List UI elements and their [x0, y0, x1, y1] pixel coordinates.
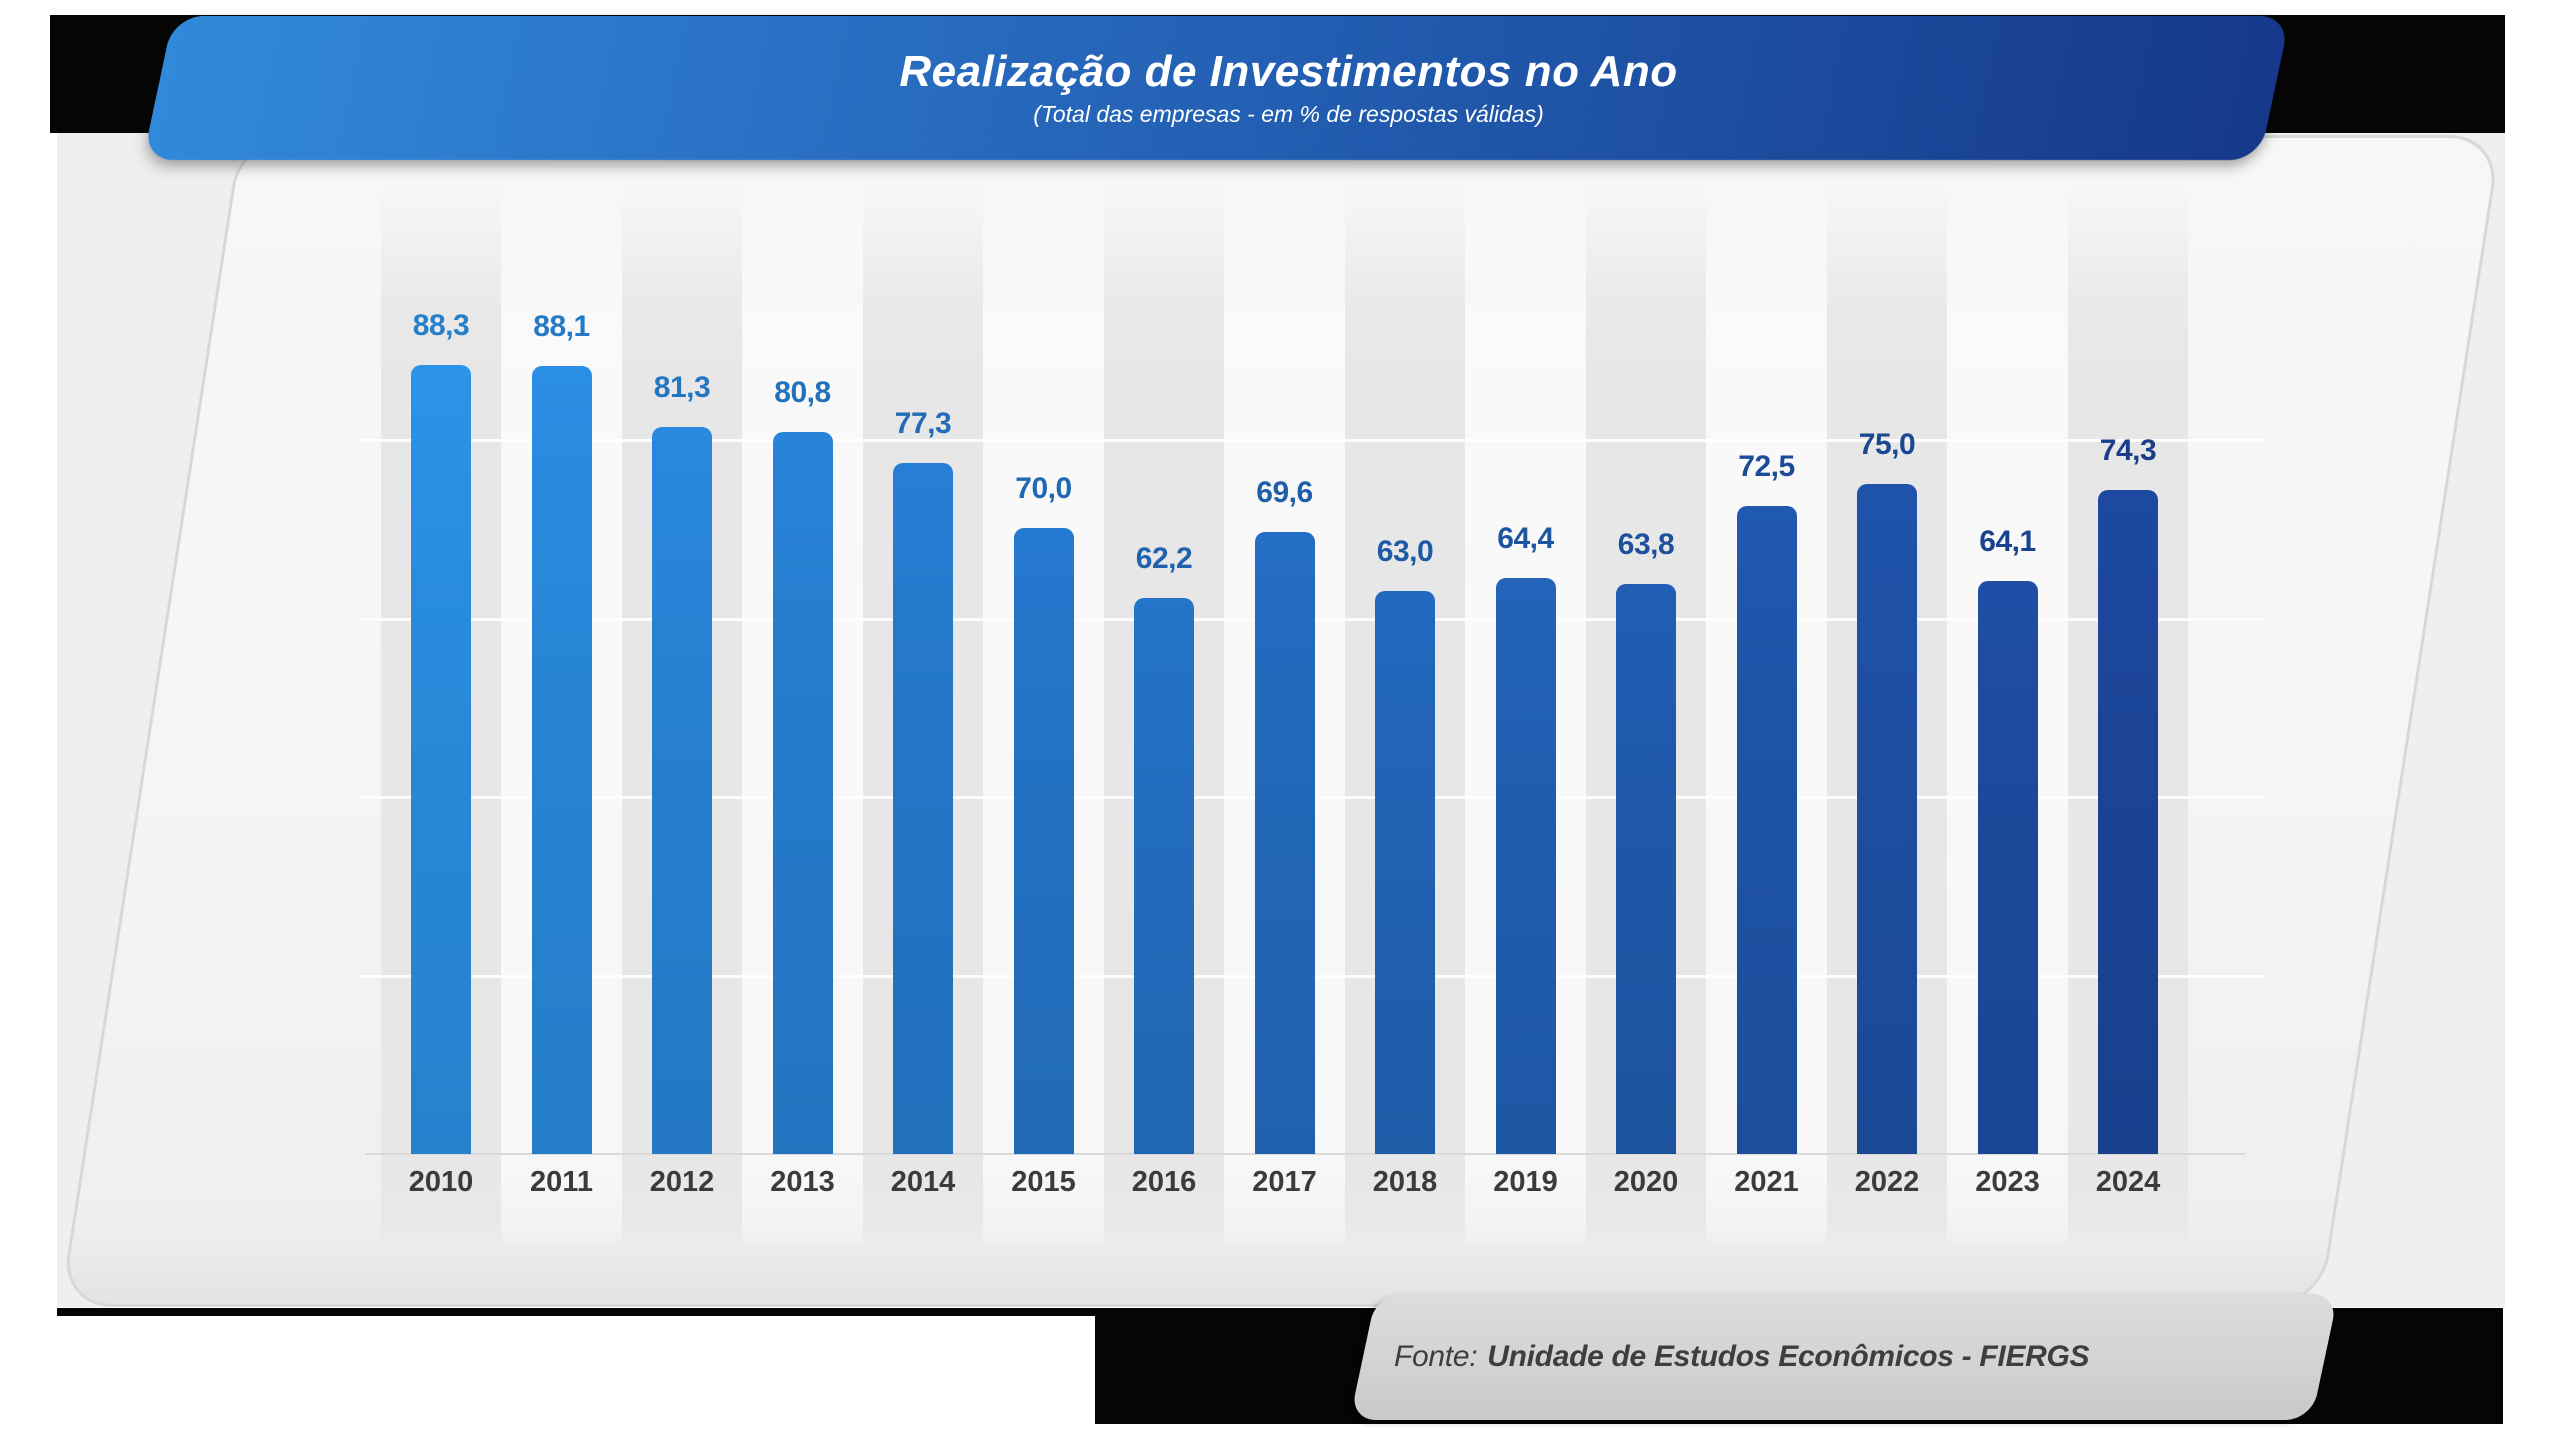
year-label-2019: 2019 — [1493, 1166, 1558, 1198]
bar-value-2011: 88,1 — [533, 310, 590, 344]
bar-value-2023: 64,1 — [1979, 524, 2036, 558]
bar-value-2024: 74,3 — [2099, 433, 2157, 467]
bar-2011 — [531, 366, 592, 1154]
bar-value-2020: 63,8 — [1617, 527, 1675, 561]
year-label-2022: 2022 — [1854, 1166, 1920, 1198]
year-label-2021: 2021 — [1734, 1166, 1799, 1198]
bar-2021 — [1736, 505, 1797, 1154]
source-name: Unidade de Estudos Econômicos - FIERGS — [1487, 1340, 2090, 1373]
bar-2017 — [1254, 531, 1315, 1154]
bar-2023 — [1977, 580, 2038, 1154]
source-prefix: Fonte: — [1394, 1340, 1478, 1373]
bar-2012 — [652, 427, 712, 1154]
chart-subtitle: (Total das empresas - em % de respostas … — [1033, 101, 1544, 128]
year-label-2010: 2010 — [408, 1166, 474, 1198]
bar-2014 — [893, 462, 953, 1154]
bar-value-2022: 75,0 — [1858, 427, 1916, 461]
year-label-2017: 2017 — [1252, 1166, 1317, 1198]
bar-2020 — [1616, 583, 1676, 1154]
header-text-group: Realização de Investimentos no Ano (Tota… — [230, 16, 2347, 160]
bar-2019 — [1495, 578, 1556, 1154]
year-label-2020: 2020 — [1613, 1166, 1679, 1198]
bar-value-2018: 63,0 — [1376, 534, 1434, 568]
gridline-80 — [360, 438, 2265, 442]
bar-value-2021: 72,5 — [1738, 449, 1795, 483]
year-label-2016: 2016 — [1131, 1166, 1197, 1198]
year-label-2013: 2013 — [770, 1166, 835, 1198]
bar-2018 — [1375, 590, 1435, 1154]
bar-2016 — [1134, 597, 1194, 1154]
year-label-2014: 2014 — [890, 1166, 956, 1198]
bar-2022 — [1857, 483, 1917, 1154]
bar-value-2016: 62,2 — [1135, 541, 1193, 575]
x-axis-baseline — [365, 1153, 2245, 1155]
year-label-2018: 2018 — [1372, 1166, 1438, 1198]
bar-value-2014: 77,3 — [894, 406, 952, 440]
year-label-2023: 2023 — [1975, 1166, 2040, 1198]
chart-title: Realização de Investimentos no Ano — [899, 46, 1678, 96]
bar-2010 — [411, 364, 471, 1154]
bar-2024 — [2098, 489, 2158, 1154]
year-label-2012: 2012 — [649, 1166, 715, 1198]
bar-2015 — [1013, 528, 1074, 1154]
bar-value-2019: 64,4 — [1497, 522, 1554, 556]
year-label-2011: 2011 — [530, 1166, 593, 1198]
bar-value-2017: 69,6 — [1256, 475, 1313, 509]
bar-value-2013: 80,8 — [774, 375, 831, 409]
bar-value-2015: 70,0 — [1015, 472, 1072, 506]
source-text: Fonte: Unidade de Estudos Econômicos - F… — [1394, 1294, 2090, 1420]
bar-value-2012: 81,3 — [653, 371, 711, 405]
bar-value-2010: 88,3 — [412, 308, 470, 342]
year-label-2024: 2024 — [2095, 1166, 2161, 1198]
bar-2013 — [772, 431, 833, 1154]
year-label-2015: 2015 — [1011, 1166, 1076, 1198]
